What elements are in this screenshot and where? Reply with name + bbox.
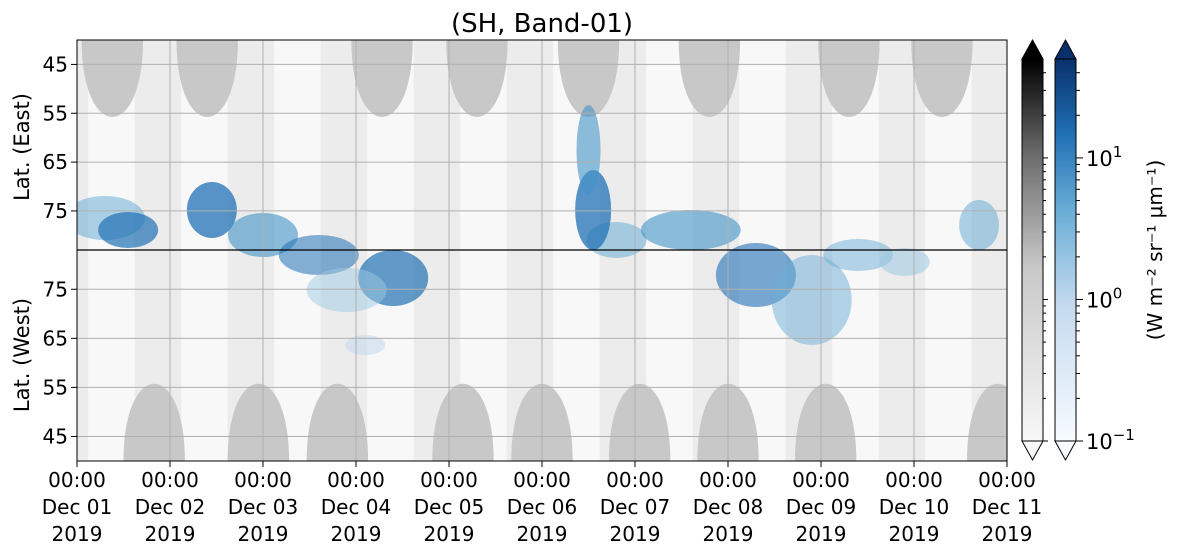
x-tick-label: Dec 06 xyxy=(507,495,578,519)
x-tick-label: 00:00 xyxy=(327,468,385,492)
x-tick-label: Dec 05 xyxy=(414,495,485,519)
x-tick-label: 2019 xyxy=(145,522,196,546)
x-tick-label: 2019 xyxy=(610,522,661,546)
radiance-patch xyxy=(306,268,387,312)
x-tick-label: 2019 xyxy=(982,522,1033,546)
mask-lobe-top xyxy=(446,40,508,117)
y-axis-ticks: 45 55 65 75 75 65 55 45 xyxy=(43,52,77,448)
mask-lobe-top xyxy=(911,40,973,117)
mask-lobe-bottom xyxy=(432,383,494,461)
y-tick-label-west: 65 xyxy=(43,326,68,350)
x-tick-label: 2019 xyxy=(52,522,103,546)
radiance-patch xyxy=(771,255,852,345)
mask-lobe-top xyxy=(176,40,238,117)
colorbar-tick-label: 100 xyxy=(1086,284,1122,312)
radiance-field xyxy=(77,105,1000,355)
x-tick-label: 00:00 xyxy=(885,468,943,492)
x-tick-label: Dec 10 xyxy=(879,495,950,519)
radiance-patch xyxy=(823,239,894,271)
x-tick-label: 00:00 xyxy=(141,468,199,492)
x-tick-label: 2019 xyxy=(796,522,847,546)
mask-lobe-top xyxy=(557,40,620,117)
radiance-patch xyxy=(640,210,741,250)
chart-title: (SH, Band-01) xyxy=(451,9,633,39)
x-tick-label: Dec 03 xyxy=(228,495,299,519)
mask-lobe-top xyxy=(678,40,741,117)
mask-lobe-bottom xyxy=(608,383,671,461)
x-tick-label: 2019 xyxy=(238,522,289,546)
x-tick-label: 2019 xyxy=(889,522,940,546)
x-tick-label: Dec 04 xyxy=(321,495,392,519)
radiance-patch xyxy=(98,212,159,248)
x-tick-label: 2019 xyxy=(703,522,754,546)
y-axis-label-east: Lat. (East) xyxy=(10,93,34,201)
mask-lobe-bottom xyxy=(227,383,290,461)
x-tick-label: 00:00 xyxy=(513,468,571,492)
y-tick-label-west: 55 xyxy=(43,375,68,399)
colorbar-blues-min-extend xyxy=(1054,440,1077,462)
x-tick-label: 00:00 xyxy=(234,468,292,492)
mask-lobe-bottom xyxy=(967,383,1007,461)
y-tick-label-east: 65 xyxy=(43,150,68,174)
mask-lobe-top xyxy=(818,40,880,117)
mask-lobe-top xyxy=(81,40,144,117)
x-tick-label: Dec 02 xyxy=(135,495,206,519)
x-axis-ticks: 00:00 Dec 01 2019 00:00 Dec 02 2019 00:00 Dec 0… xyxy=(42,461,1043,546)
x-tick-label: 2019 xyxy=(517,522,568,546)
colorbar-tick-label: 101 xyxy=(1086,143,1122,171)
x-tick-label: Dec 07 xyxy=(600,495,671,519)
y-tick-label-east: 55 xyxy=(43,101,68,125)
colorbar-blues-max-extend xyxy=(1054,38,1077,60)
x-tick-label: 00:00 xyxy=(420,468,478,492)
x-tick-label: 00:00 xyxy=(792,468,850,492)
x-tick-label: 2019 xyxy=(424,522,475,546)
no-data-mask xyxy=(81,40,1007,461)
colorbar-greys-body xyxy=(1021,58,1044,442)
x-tick-label: 2019 xyxy=(331,522,382,546)
colorbar-tick-label: 10−1 xyxy=(1086,426,1135,454)
x-tick-label: 00:00 xyxy=(48,468,106,492)
mask-lobe-top xyxy=(351,40,413,117)
colorbar-greys xyxy=(1021,38,1044,462)
x-tick-label: Dec 11 xyxy=(972,495,1043,519)
x-tick-label: 00:00 xyxy=(978,468,1036,492)
mask-lobe-bottom xyxy=(794,383,857,461)
y-tick-label-east: 75 xyxy=(43,199,68,223)
y-tick-label-east: 45 xyxy=(43,52,68,76)
radiance-patch xyxy=(576,105,601,195)
colorbar-greys-max-extend xyxy=(1021,38,1044,60)
radiance-patch xyxy=(959,200,1000,250)
x-tick-label: 00:00 xyxy=(699,468,757,492)
radiance-patch xyxy=(879,248,930,276)
colorbar-blues-body xyxy=(1054,58,1077,442)
y-tick-label-west: 75 xyxy=(43,277,68,301)
y-tick-label-west: 45 xyxy=(43,424,68,448)
y-axis-label-west: Lat. (West) xyxy=(10,298,34,412)
colorbar-label: (W m⁻² sr⁻¹ μm⁻¹) xyxy=(1143,160,1167,341)
colorbar-greys-min-extend xyxy=(1021,440,1044,462)
x-tick-label: 00:00 xyxy=(606,468,664,492)
x-tick-label: Dec 08 xyxy=(693,495,764,519)
radiance-patch xyxy=(186,182,237,238)
radiance-patch xyxy=(278,235,359,275)
x-tick-label: Dec 01 xyxy=(42,495,113,519)
x-tick-label: Dec 09 xyxy=(786,495,857,519)
colorbar-blues xyxy=(1054,38,1077,462)
radiance-patch xyxy=(345,335,386,355)
mask-lobe-bottom xyxy=(306,383,369,461)
